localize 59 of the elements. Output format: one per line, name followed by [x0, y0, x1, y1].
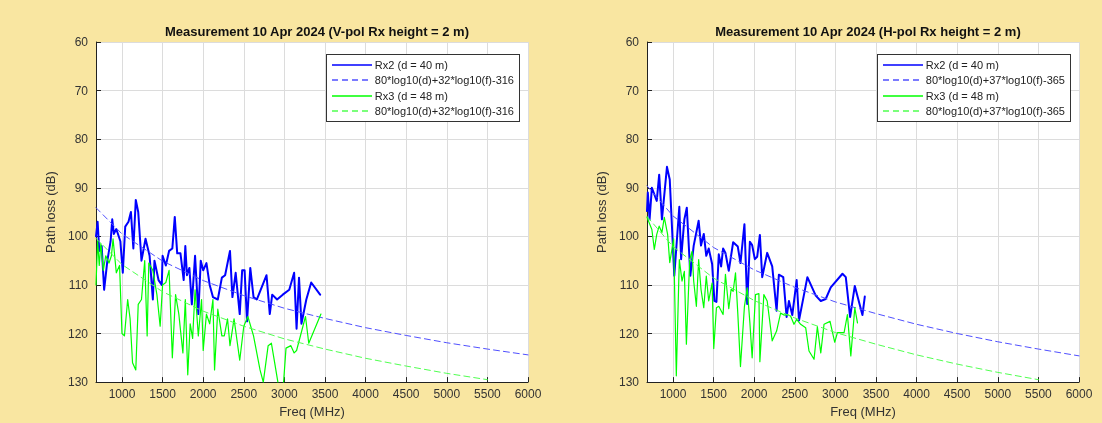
x-tick-label: 5500 [1025, 387, 1053, 402]
y-axis-title: Path loss (dB) [594, 171, 610, 253]
y-axis-title: Path loss (dB) [43, 171, 59, 253]
x-tick-label: 2500 [230, 387, 258, 402]
y-tick-label: 70 [625, 83, 640, 98]
x-tick-label: 2500 [781, 387, 809, 402]
x-tick-label: 5000 [433, 387, 461, 402]
line-series [95, 198, 322, 330]
x-tick-label: 4000 [903, 387, 931, 402]
x-tick-label: 3000 [271, 387, 299, 402]
x-tick-label: 3000 [822, 387, 850, 402]
line-series [95, 207, 529, 356]
legend-label: 80*log10(d)+32*log10(f)-316 [374, 74, 514, 87]
x-tick-label: 4000 [352, 387, 380, 402]
line-series [95, 237, 488, 381]
x-tick-label: 6000 [1065, 387, 1093, 402]
line-series [646, 216, 859, 377]
x-tick-label: 6000 [514, 387, 542, 402]
x-axis-title: Freq (MHz) [279, 404, 345, 419]
y-tick-label: 110 [68, 277, 89, 292]
x-tick-label: 3500 [311, 387, 339, 402]
chart-title: Measurement 10 Apr 2024 (H-pol Rx height = 2 m) [715, 24, 1021, 39]
y-tick-label: 100 [67, 229, 89, 244]
x-axis-title: Freq (MHz) [830, 404, 896, 419]
line-series [646, 165, 866, 322]
legend-label: Rx2 (d = 40 m) [374, 58, 448, 71]
y-tick-label: 70 [74, 83, 89, 98]
legend-label: Rx3 (d = 48 m) [374, 89, 448, 102]
x-tick-label: 1000 [659, 387, 687, 402]
legend-label: 80*log10(d)+37*log10(f)-365 [925, 74, 1065, 87]
x-tick-label: 2000 [740, 387, 768, 402]
y-tick-label: 130 [618, 375, 640, 390]
x-tick-label: 3500 [862, 387, 890, 402]
x-tick-label: 1500 [700, 387, 728, 402]
y-tick-label: 80 [625, 132, 640, 147]
legend-label: Rx3 (d = 48 m) [925, 89, 999, 102]
x-tick-label: 1500 [149, 387, 177, 402]
x-tick-label: 5500 [474, 387, 502, 402]
x-tick-label: 2000 [189, 387, 217, 402]
x-tick-label: 5000 [984, 387, 1012, 402]
legend-label: 80*log10(d)+37*log10(f)-365 [925, 105, 1065, 118]
chart-title: Measurement 10 Apr 2024 (V-pol Rx height = 2 m) [164, 24, 470, 39]
y-tick-label: 110 [619, 277, 640, 292]
y-tick-label: 90 [74, 180, 89, 195]
y-tick-label: 80 [74, 132, 89, 147]
x-tick-label: 4500 [943, 387, 971, 402]
y-tick-label: 120 [67, 326, 89, 341]
x-tick-label: 1000 [108, 387, 136, 402]
y-tick-label: 130 [67, 375, 89, 390]
y-tick-label: 120 [618, 326, 640, 341]
y-tick-label: 60 [74, 35, 89, 49]
line-series [646, 185, 1080, 357]
line-series [646, 215, 1039, 381]
y-tick-label: 100 [618, 229, 640, 244]
y-tick-label: 90 [625, 180, 640, 195]
legend-label: Rx2 (d = 40 m) [925, 58, 999, 71]
y-tick-label: 60 [625, 35, 640, 49]
x-tick-label: 4500 [392, 387, 420, 402]
legend-label: 80*log10(d)+32*log10(f)-316 [374, 105, 514, 118]
